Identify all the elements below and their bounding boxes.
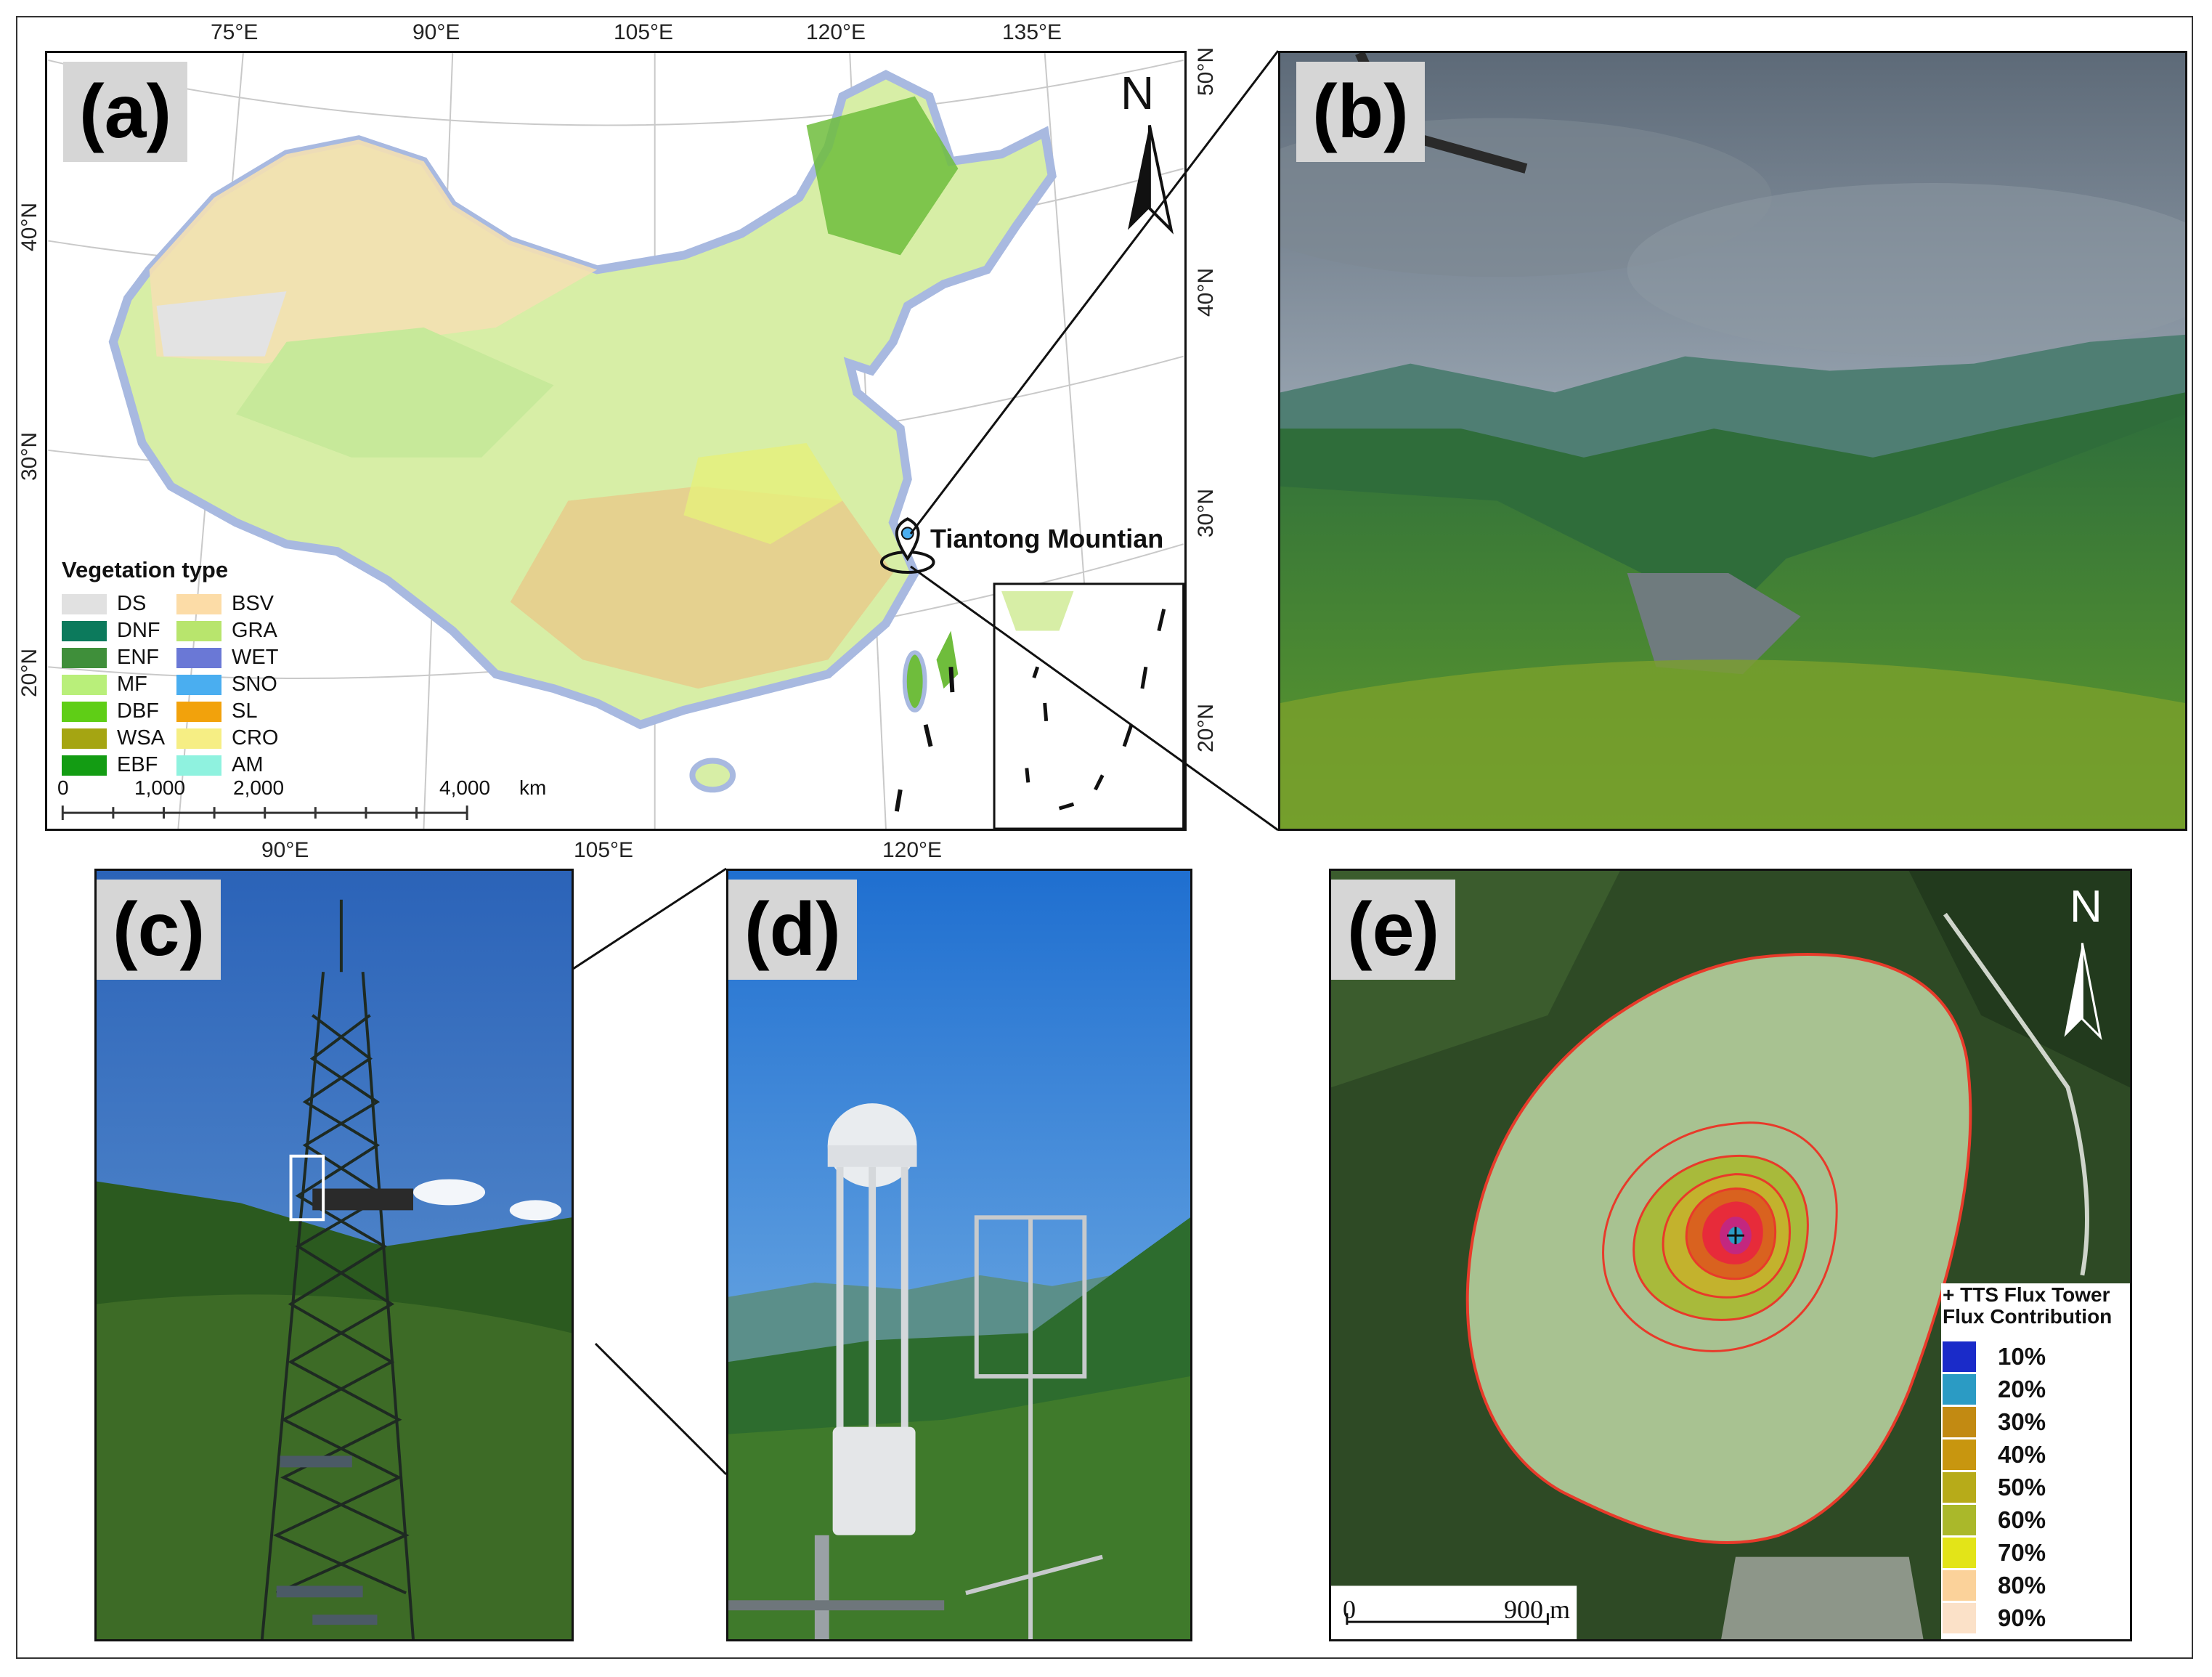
- legend-item: WET: [176, 646, 278, 670]
- scale-label-end: 900 m: [1504, 1595, 1571, 1624]
- legend-swatch: [62, 755, 107, 776]
- scale-label-unit: km: [519, 776, 547, 799]
- legend-swatch: [62, 701, 107, 722]
- legend-item: SL: [176, 699, 257, 723]
- lat-label-left: 20°N: [17, 648, 41, 697]
- legend-item: MF: [62, 673, 147, 697]
- scale-label-start: 0: [1343, 1595, 1356, 1624]
- legend-swatch: [176, 755, 221, 776]
- legend-item: EBF: [62, 753, 158, 777]
- legend-swatch: [62, 674, 107, 695]
- legend-item: WSA: [62, 726, 165, 750]
- panel-d-label: (d): [728, 880, 857, 980]
- flux-contribution-legend: + TTS Flux Tower Flux Contribution 10% 2…: [1941, 1283, 2130, 1639]
- figure-frame: [16, 16, 2193, 1659]
- eddy-covariance-instrument-image: [728, 871, 1190, 1639]
- legend-item: 80%: [1943, 1570, 2046, 1601]
- north-label: N: [1121, 67, 1155, 119]
- legend-swatch: [176, 674, 221, 695]
- legend-swatch: [176, 620, 221, 641]
- panel-a-label: (a): [63, 62, 188, 162]
- legend-swatch: [62, 620, 107, 641]
- legend-title: Vegetation type: [62, 557, 229, 582]
- legend-swatch: [1943, 1538, 1976, 1568]
- scale-label-2000: 2,000: [233, 776, 285, 799]
- legend-item: 90%: [1943, 1603, 2046, 1633]
- panel-c-label: (c): [97, 880, 221, 980]
- legend-item: 20%: [1943, 1374, 2046, 1405]
- lat-label-left: 40°N: [17, 202, 41, 251]
- lat-label-left: 30°N: [17, 431, 41, 481]
- legend-swatch: [1943, 1603, 1976, 1633]
- legend-swatch: [1943, 1407, 1976, 1437]
- legend-swatch: [176, 701, 221, 722]
- panel-b-label: (b): [1296, 62, 1425, 162]
- legend-swatch: [1943, 1472, 1976, 1503]
- legend-swatch: [1943, 1374, 1976, 1405]
- legend-title-contribution: Flux Contribution: [1943, 1305, 2113, 1328]
- legend-swatch: [176, 647, 221, 668]
- lat-label-right: 50°N: [1194, 46, 1218, 96]
- panel-c-photo: (c): [94, 869, 574, 1641]
- flux-tower-image: [97, 871, 572, 1639]
- legend-swatch: [1943, 1440, 1976, 1470]
- legend-title-tower: + TTS Flux Tower: [1943, 1283, 2110, 1306]
- footprint-scale-bar: [1346, 1613, 1549, 1625]
- lon-label-bottom: 90°E: [261, 838, 309, 862]
- legend-item: 30%: [1943, 1407, 2046, 1437]
- legend-item: 60%: [1943, 1505, 2046, 1535]
- lat-label-right: 20°N: [1194, 703, 1218, 752]
- legend-swatch: [1943, 1341, 1976, 1372]
- panel-d-photo: (d): [726, 869, 1192, 1641]
- site-label: Tiantong Mountian: [930, 524, 1164, 553]
- legend-swatch: [1943, 1570, 1976, 1601]
- map-scale-bar: [61, 805, 468, 821]
- lon-label-bottom: 120°E: [882, 838, 943, 862]
- legend-swatch: [176, 728, 221, 749]
- legend-swatch: [62, 593, 107, 614]
- legend-item: GRA: [176, 619, 277, 643]
- lon-label-top: 75°E: [211, 20, 259, 44]
- legend-item: 10%: [1943, 1341, 2046, 1372]
- north-arrow-icon: [1128, 125, 1174, 235]
- lon-label-top: 90°E: [412, 20, 460, 44]
- scale-label-0: 0: [57, 776, 69, 799]
- legend-item: DNF: [62, 619, 160, 643]
- lon-label-bottom: 105°E: [574, 838, 634, 862]
- legend-swatch: [62, 647, 107, 668]
- north-arrow-icon: [2064, 943, 2102, 1041]
- legend-swatch: [1943, 1505, 1976, 1535]
- lon-label-top: 135°E: [1002, 20, 1062, 44]
- legend-item: AM: [176, 753, 264, 777]
- panel-e-label: (e): [1331, 880, 1456, 980]
- mountain-landscape-image: [1280, 53, 2185, 829]
- legend-item: ENF: [62, 646, 159, 670]
- legend-item: CRO: [176, 726, 278, 750]
- legend-item: BSV: [176, 592, 274, 616]
- panel-e-footprint-map: (e) N 0 900 m + TTS Flux Tower Flux Cont…: [1329, 869, 2132, 1641]
- north-label: N: [2070, 882, 2102, 932]
- panel-b-photo: (b): [1278, 51, 2187, 831]
- panel-a-map: (a) N Tiantong Mountian Vegetation type …: [45, 51, 1187, 831]
- legend-item: 40%: [1943, 1440, 2046, 1470]
- scale-label-1000: 1,000: [134, 776, 186, 799]
- lat-label-right: 30°N: [1194, 488, 1218, 537]
- legend-item: DBF: [62, 699, 159, 723]
- legend-swatch: [62, 728, 107, 749]
- legend-item: DS: [62, 592, 146, 616]
- legend-swatch: [176, 593, 221, 614]
- lon-label-top: 105°E: [614, 20, 674, 44]
- legend-item: 70%: [1943, 1538, 2046, 1568]
- lat-label-right: 40°N: [1194, 267, 1218, 317]
- scale-label-4000: 4,000: [439, 776, 491, 799]
- legend-item: SNO: [176, 673, 277, 697]
- lon-label-top: 120°E: [806, 20, 866, 44]
- legend-item: 50%: [1943, 1472, 2046, 1503]
